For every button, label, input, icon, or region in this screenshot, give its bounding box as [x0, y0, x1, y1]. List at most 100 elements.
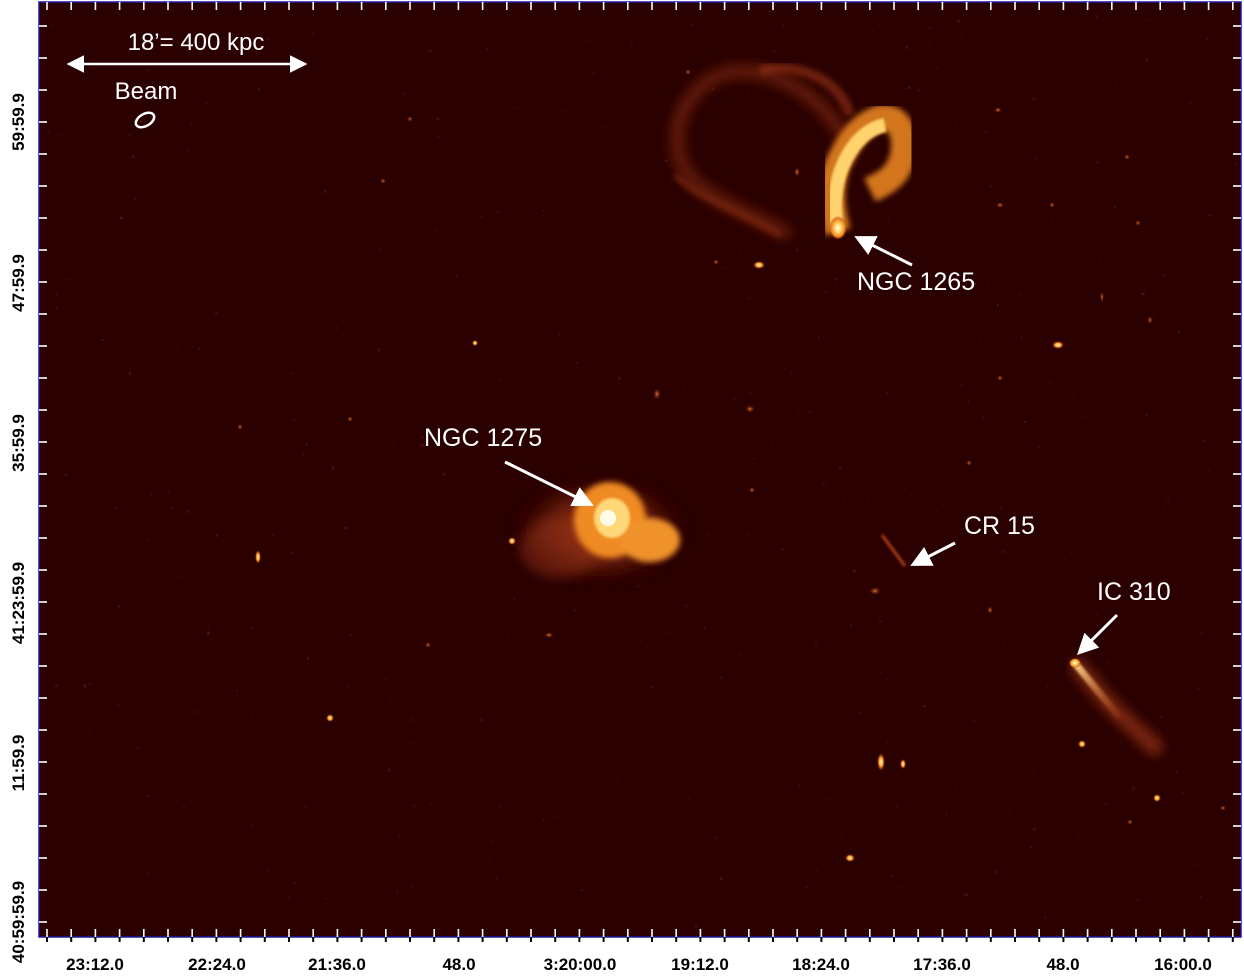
noise-speck — [441, 573, 444, 575]
noise-speck — [1132, 411, 1134, 414]
point-source — [1153, 794, 1161, 802]
noise-speck — [982, 416, 985, 419]
noise-speck — [182, 806, 186, 809]
noise-speck — [890, 875, 894, 878]
noise-speck — [1097, 351, 1099, 354]
noise-speck — [665, 159, 669, 162]
noise-speck — [60, 133, 63, 136]
noise-speck — [103, 919, 106, 921]
noise-speck — [1096, 614, 1098, 616]
noise-speck — [873, 44, 875, 47]
annotation-cr15: CR 15 — [910, 512, 1035, 566]
noise-speck — [335, 239, 339, 241]
noise-speck — [1197, 687, 1200, 691]
noise-speck — [897, 886, 900, 889]
noise-speck — [848, 310, 851, 313]
noise-speck — [456, 274, 458, 278]
scale-bar-label: 18’= 400 kpc — [128, 29, 265, 56]
noise-speck — [770, 444, 772, 448]
point-source — [653, 388, 661, 400]
noise-speck — [484, 806, 486, 808]
noise-speck — [959, 384, 963, 387]
noise-speck — [1095, 14, 1098, 18]
noise-speck — [1123, 571, 1125, 575]
noise-speck — [997, 303, 999, 306]
noise-speck — [576, 362, 578, 364]
noise-speck — [905, 46, 908, 49]
noise-speck — [936, 66, 938, 70]
noise-speck — [795, 248, 799, 252]
noise-speck — [433, 229, 437, 231]
point-source — [745, 405, 755, 413]
noise-speck — [1044, 916, 1047, 919]
noise-speck — [929, 41, 931, 44]
x-tick-label: 48.0 — [1046, 955, 1079, 974]
noise-speck — [562, 110, 564, 113]
noise-speck — [50, 24, 52, 26]
noise-speck — [359, 375, 362, 379]
noise-speck — [1200, 895, 1203, 899]
noise-speck — [497, 211, 500, 213]
noise-speck — [711, 87, 714, 90]
noise-speck — [171, 507, 174, 509]
noise-speck — [294, 882, 297, 884]
x-tick-label: 22:24.0 — [188, 955, 246, 974]
noise-speck — [625, 671, 629, 674]
noise-speck — [114, 11, 117, 14]
noise-speck — [831, 556, 833, 558]
noise-speck — [395, 890, 399, 894]
noise-speck — [623, 9, 626, 11]
noise-speck — [443, 36, 446, 38]
noise-speck — [879, 671, 882, 674]
noise-speck — [994, 871, 997, 874]
noise-speck — [134, 822, 137, 826]
noise-speck — [128, 134, 131, 138]
noise-speck — [607, 202, 610, 204]
point-source — [1220, 805, 1226, 811]
noise-speck — [436, 117, 439, 121]
point-source — [1100, 291, 1104, 303]
noise-speck — [47, 130, 50, 134]
noise-speck — [1026, 441, 1028, 444]
noise-speck — [886, 391, 888, 395]
noise-speck — [48, 489, 50, 492]
noise-speck — [1076, 907, 1079, 911]
noise-speck — [960, 36, 962, 39]
noise-speck — [1116, 169, 1119, 171]
noise-speck — [1115, 83, 1118, 87]
noise-speck — [488, 857, 490, 860]
x-tick-label: 18:24.0 — [792, 955, 850, 974]
noise-speck — [608, 606, 611, 608]
noise-speck — [265, 148, 268, 150]
point-source — [508, 537, 516, 545]
noise-speck — [841, 836, 844, 839]
noise-speck — [1153, 315, 1155, 318]
noise-speck — [834, 278, 837, 281]
noise-speck — [975, 346, 978, 348]
noise-speck — [809, 411, 812, 414]
noise-speck — [332, 466, 334, 470]
noise-speck — [581, 698, 584, 700]
noise-speck — [1119, 742, 1122, 744]
noise-speck — [499, 378, 502, 382]
noise-speck — [187, 149, 191, 152]
noise-speck — [344, 527, 348, 529]
noise-speck — [588, 38, 592, 42]
noise-speck — [796, 646, 798, 649]
noise-speck — [938, 396, 940, 398]
noise-speck — [302, 453, 305, 456]
noise-speck — [271, 455, 274, 457]
noise-speck — [970, 720, 974, 722]
noise-speck — [134, 197, 136, 201]
axis-tick-marks — [39, 2, 1241, 942]
noise-speck — [135, 463, 137, 466]
noise-speck — [638, 597, 641, 599]
noise-speck — [394, 677, 398, 679]
noise-speck — [145, 538, 148, 541]
noise-speck — [1100, 605, 1102, 607]
noise-speck — [979, 337, 983, 340]
noise-speck — [1201, 578, 1203, 581]
noise-speck — [411, 885, 413, 888]
noise-speck — [887, 217, 890, 220]
noise-speck — [1007, 810, 1010, 812]
